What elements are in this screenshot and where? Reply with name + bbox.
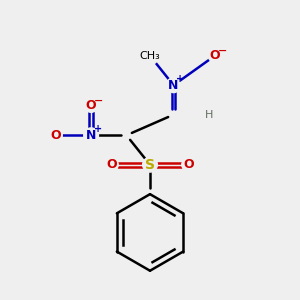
Text: O: O [106, 158, 117, 171]
Text: +: + [176, 74, 184, 84]
Text: CH₃: CH₃ [140, 51, 160, 61]
Text: +: + [94, 124, 102, 134]
Circle shape [141, 47, 159, 64]
Text: H: H [205, 110, 213, 120]
Text: −: − [94, 95, 103, 106]
Text: N: N [86, 129, 96, 142]
Text: O: O [209, 49, 220, 62]
Text: −: − [218, 46, 227, 56]
Circle shape [84, 128, 98, 142]
Text: N: N [168, 79, 179, 92]
Circle shape [105, 158, 118, 171]
Circle shape [49, 129, 62, 142]
Circle shape [182, 158, 195, 171]
Text: S: S [145, 158, 155, 172]
Text: O: O [50, 129, 61, 142]
Circle shape [208, 49, 221, 62]
Circle shape [142, 158, 158, 172]
Text: O: O [86, 99, 96, 112]
Circle shape [166, 78, 181, 93]
Text: O: O [183, 158, 194, 171]
Circle shape [85, 99, 98, 112]
